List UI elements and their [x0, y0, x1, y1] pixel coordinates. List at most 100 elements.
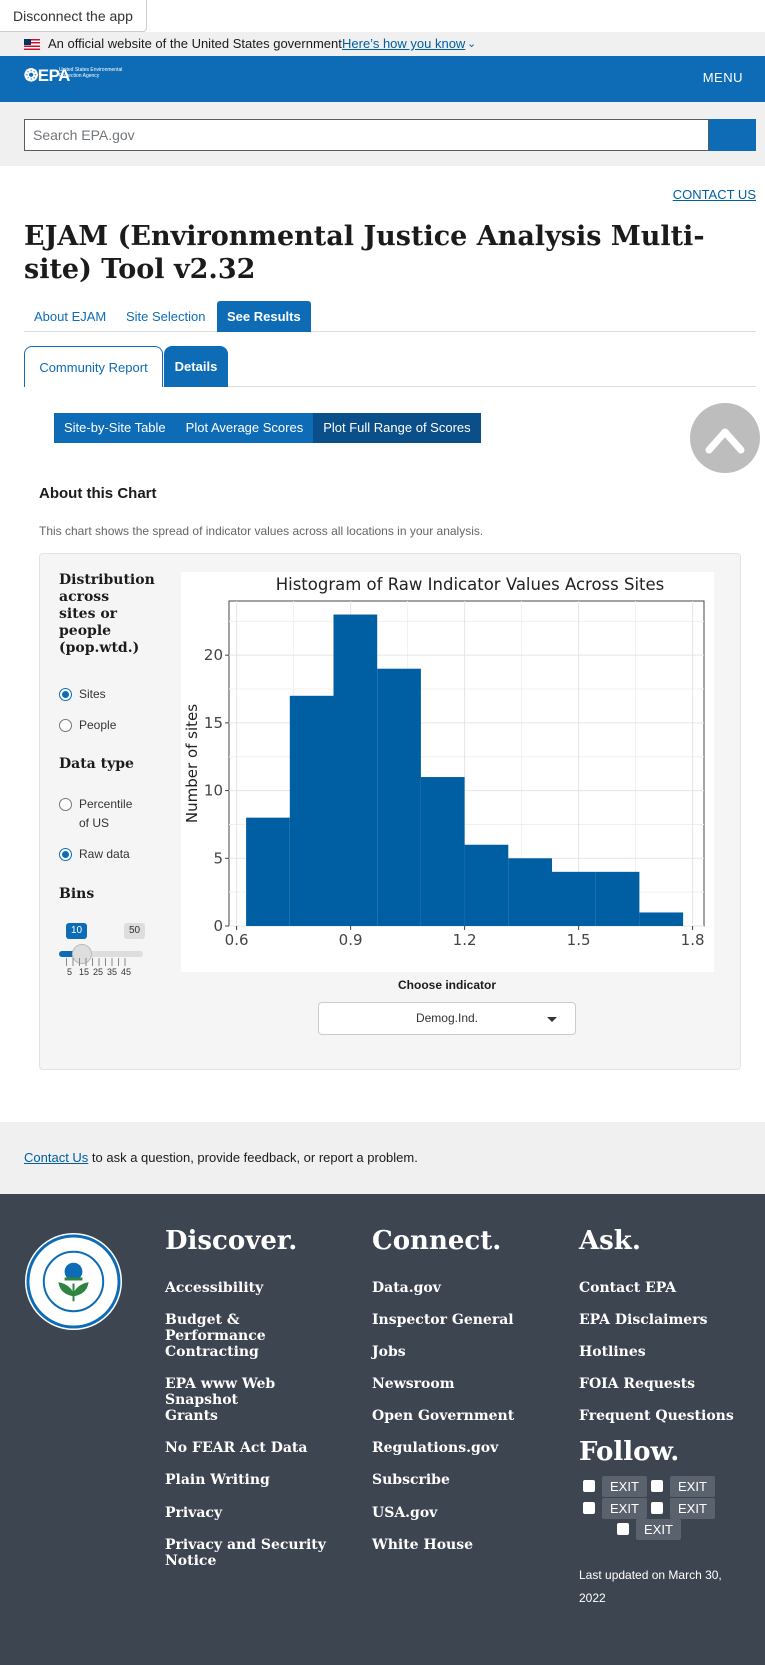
tab-plot-full-range[interactable]: Plot Full Range of Scores	[313, 413, 481, 443]
about-chart-heading: About this Chart	[39, 485, 157, 502]
caret-down-icon	[547, 1017, 557, 1022]
footer-link[interactable]: Privacy and Security Notice	[165, 1537, 326, 1569]
how-you-know-link[interactable]: Here’s how you know	[342, 36, 466, 51]
histogram-bar	[595, 871, 640, 926]
chart-title: Histogram of Raw Indicator Values Across…	[276, 575, 665, 594]
choose-indicator-label: Choose indicator	[398, 978, 497, 992]
footer-link[interactable]: Accessibility	[165, 1280, 264, 1296]
slider-tick-label: 45	[121, 967, 132, 977]
official-site-text: An official website of the United States…	[48, 36, 342, 51]
y-tick-label: 20	[204, 646, 223, 664]
footer-link[interactable]: Open Government	[372, 1408, 515, 1424]
bins-value-badge: 10	[66, 923, 88, 939]
footer-link[interactable]: FOIA Requests	[579, 1376, 696, 1392]
y-tick-label: 5	[213, 849, 223, 867]
tab-about-ejam[interactable]: About EJAM	[34, 309, 107, 324]
footer-link[interactable]: Contact EPA	[579, 1280, 677, 1296]
slider-fill	[59, 951, 83, 957]
histogram-chart: 0.6 0.9 1.2 1.5 1.8 0 5 10 15 20 Histogram of Raw …	[181, 572, 714, 972]
x-tick-label: 0.9	[339, 931, 363, 949]
menu-button[interactable]: MENU	[702, 70, 743, 85]
histogram-bar	[333, 614, 378, 926]
tab-details[interactable]: Details	[164, 346, 228, 387]
footer-link[interactable]: No FEAR Act Data	[165, 1440, 308, 1456]
footer-link[interactable]: Budget & Performance	[165, 1312, 266, 1344]
footer-link[interactable]: EPA www Web Snapshot	[165, 1376, 276, 1408]
ask-heading: Ask.	[579, 1226, 641, 1256]
indicator-select-value: Demog.Ind.	[415, 1011, 479, 1025]
contact-us-band-link[interactable]: Contact Us	[24, 1150, 89, 1165]
footer-link[interactable]: USA.gov	[372, 1505, 438, 1521]
footer-link[interactable]: EPA Disclaimers	[579, 1312, 708, 1328]
footer-link[interactable]: Plain Writing	[165, 1472, 270, 1488]
footer-link[interactable]: Contracting	[165, 1344, 259, 1360]
disconnect-app-button[interactable]: Disconnect the app	[0, 0, 147, 32]
radio-raw-data-button[interactable]	[59, 848, 72, 861]
chevron-up-icon	[705, 428, 745, 454]
site-header: ❂EPA United States Environmental Protect…	[0, 56, 765, 102]
radio-sites-label: Sites	[79, 687, 106, 701]
search-bar: Search EPA.gov	[0, 102, 765, 166]
radio-sites-button[interactable]	[59, 688, 72, 701]
scroll-to-top-button[interactable]	[690, 403, 760, 473]
tab-site-selection[interactable]: Site Selection	[126, 309, 206, 324]
histogram-bar	[464, 844, 509, 926]
gov-banner: An official website of the United States…	[0, 32, 765, 56]
epa-logo[interactable]: ❂EPA United States Environmental Protect…	[24, 66, 122, 86]
footer-link[interactable]: White House	[372, 1537, 474, 1553]
search-button[interactable]	[709, 119, 756, 151]
y-tick-label: 0	[213, 917, 223, 935]
histogram-bar	[289, 695, 334, 926]
instagram-icon	[617, 1523, 629, 1535]
y-tick-label: 15	[204, 714, 223, 732]
exit-badge: EXIT	[636, 1519, 681, 1540]
follow-heading: Follow.	[579, 1437, 680, 1467]
slider-track[interactable]	[59, 951, 143, 957]
result-tabs: Community Report Details	[24, 346, 756, 387]
epa-agency-name: United States Environmental Protection A…	[59, 67, 123, 79]
youtube-icon	[583, 1502, 595, 1514]
footer-link[interactable]: Grants	[165, 1408, 218, 1424]
bins-slider[interactable]: 10 50 5 15 25 35 45	[59, 923, 149, 983]
y-tick-label: 10	[204, 782, 223, 800]
x-tick-label: 0.6	[225, 931, 249, 949]
radio-people-label: People	[79, 718, 117, 732]
indicator-select[interactable]: Demog.Ind.	[318, 1002, 576, 1035]
histogram-bar	[552, 871, 596, 926]
tab-see-results[interactable]: See Results	[217, 301, 311, 332]
detail-tabs: Site-by-Site Table Plot Average Scores P…	[54, 413, 481, 443]
tab-plot-average-scores[interactable]: Plot Average Scores	[175, 413, 314, 443]
footer-link[interactable]: Inspector General	[372, 1312, 514, 1328]
facebook-icon	[583, 1480, 595, 1492]
distribution-heading: Distribution across sites or people (pop…	[59, 572, 155, 656]
footer-link[interactable]: Privacy	[165, 1505, 223, 1521]
footer-link[interactable]: Data.gov	[372, 1280, 441, 1296]
us-flag-icon	[24, 39, 40, 50]
about-chart-text: This chart shows the spread of indicator…	[39, 524, 484, 538]
slider-tick-label: 5	[67, 967, 73, 977]
search-input[interactable]: Search EPA.gov	[24, 119, 709, 151]
footer-link[interactable]: Hotlines	[579, 1344, 646, 1360]
footer-link[interactable]: Newsroom	[372, 1376, 455, 1392]
slider-tick-label: 25	[93, 967, 104, 977]
radio-people-button[interactable]	[59, 719, 72, 732]
footer-link[interactable]: Frequent Questions	[579, 1408, 734, 1424]
epa-seal-icon[interactable]	[24, 1232, 123, 1331]
tab-site-by-site-table[interactable]: Site-by-Site Table	[54, 413, 176, 443]
tab-community-report[interactable]: Community Report	[24, 346, 163, 387]
discover-heading: Discover.	[165, 1226, 298, 1256]
contact-band: Contact Us to ask a question, provide fe…	[0, 1122, 765, 1194]
histogram-svg: 0.6 0.9 1.2 1.5 1.8 0 5 10 15 20 Histogram of Raw …	[183, 575, 705, 949]
slider-tick-label: 15	[79, 967, 90, 977]
radio-percentile-button[interactable]	[59, 798, 72, 811]
exit-badge: EXIT	[602, 1476, 647, 1497]
footer-link[interactable]: Jobs	[372, 1344, 406, 1360]
main-tabs: About EJAM Site Selection See Results	[24, 301, 756, 332]
footer-link[interactable]: Subscribe	[372, 1472, 450, 1488]
contact-us-link[interactable]: CONTACT US	[672, 187, 756, 202]
flickr-icon	[651, 1502, 663, 1514]
histogram-bar	[508, 858, 552, 926]
exit-badge: EXIT	[670, 1498, 715, 1519]
footer-link[interactable]: Regulations.gov	[372, 1440, 499, 1456]
chevron-down-icon[interactable]: ⌄	[467, 38, 477, 50]
